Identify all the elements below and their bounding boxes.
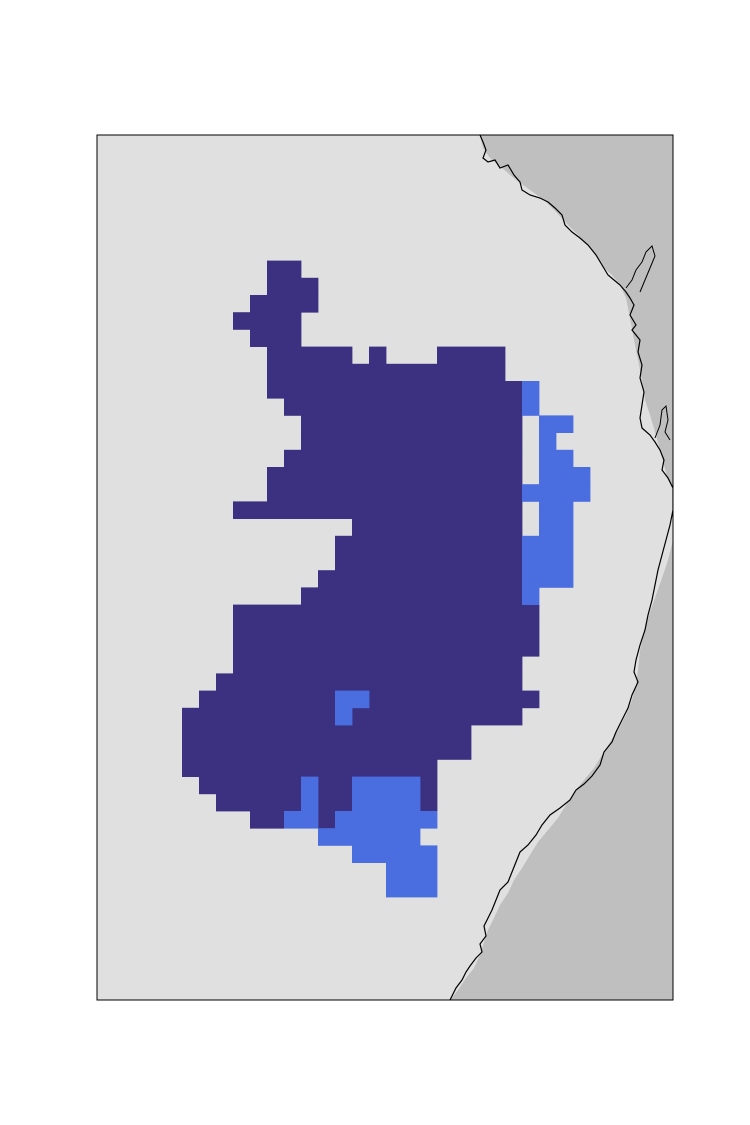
coastal-inlet bbox=[625, 245, 656, 293]
region-secondary-cell bbox=[335, 811, 438, 829]
region-primary-cell bbox=[301, 432, 523, 451]
region-secondary-cell bbox=[352, 793, 421, 812]
region-secondary-cell bbox=[539, 432, 557, 451]
region-primary-cell bbox=[250, 811, 285, 829]
region-secondary-cell bbox=[522, 381, 540, 399]
region-secondary-cell bbox=[539, 518, 574, 537]
map-frame bbox=[96, 134, 674, 1001]
region-primary-cell bbox=[369, 346, 387, 365]
region-secondary-cell bbox=[539, 467, 591, 485]
region-primary-cell bbox=[284, 449, 523, 468]
region-primary-cell bbox=[233, 312, 302, 330]
region-secondary-cell bbox=[335, 707, 353, 726]
coastline bbox=[449, 135, 673, 1000]
region-primary-cell bbox=[352, 518, 523, 537]
region-primary-cell bbox=[182, 742, 472, 760]
region-secondary-cell bbox=[301, 793, 319, 812]
region-primary-cell bbox=[267, 363, 506, 382]
region-secondary-cell bbox=[318, 828, 421, 846]
region-secondary-grid bbox=[284, 381, 591, 898]
region-primary-cell bbox=[216, 673, 523, 691]
region-secondary-cell bbox=[284, 811, 319, 829]
region-primary-cell bbox=[267, 346, 353, 365]
region-primary-cell bbox=[267, 260, 302, 279]
region-secondary-cell bbox=[522, 570, 574, 588]
region-primary-cell bbox=[301, 587, 523, 605]
region-secondary-cell bbox=[386, 879, 438, 898]
region-secondary-cell bbox=[539, 415, 574, 433]
coastal-inlet bbox=[654, 404, 671, 441]
region-secondary-cell bbox=[539, 449, 574, 468]
region-secondary-cell bbox=[522, 553, 574, 571]
region-secondary-cell bbox=[352, 776, 421, 795]
region-primary-cell bbox=[233, 604, 540, 623]
region-primary-cell bbox=[233, 639, 540, 657]
region-primary-cell bbox=[267, 277, 319, 296]
region-primary-cell bbox=[335, 553, 523, 571]
region-secondary-cell bbox=[522, 587, 540, 605]
region-primary-cell bbox=[182, 725, 472, 743]
region-primary-cell bbox=[250, 295, 319, 313]
region-primary-cell bbox=[267, 467, 523, 485]
region-primary-cell bbox=[318, 811, 336, 829]
region-secondary-cell bbox=[522, 484, 591, 502]
region-primary-cell bbox=[250, 329, 302, 347]
region-primary-cell bbox=[233, 656, 523, 674]
region-secondary-cell bbox=[335, 690, 370, 709]
region-primary-cell bbox=[437, 346, 506, 365]
region-primary-cell bbox=[335, 535, 523, 554]
region-primary-cell bbox=[233, 621, 540, 640]
region-secondary-cell bbox=[522, 535, 574, 554]
region-secondary-cell bbox=[539, 501, 574, 519]
region-secondary-cell bbox=[352, 845, 438, 863]
region-primary-cell bbox=[233, 501, 523, 519]
region-primary-cell bbox=[267, 381, 523, 399]
land-area bbox=[450, 135, 673, 1000]
region-primary-cell bbox=[301, 415, 523, 433]
region-primary-cell bbox=[284, 398, 523, 416]
region-primary-cell bbox=[182, 759, 438, 777]
region-secondary-cell bbox=[522, 398, 540, 416]
region-secondary-cell bbox=[301, 776, 319, 795]
region-primary-cell bbox=[267, 484, 523, 502]
region-secondary-cell bbox=[386, 862, 438, 881]
region-primary-cell bbox=[318, 570, 523, 588]
